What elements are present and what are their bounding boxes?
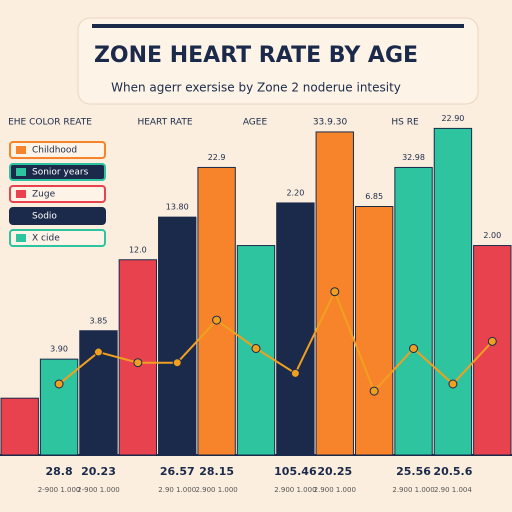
- title-accent: [92, 24, 464, 28]
- bar-annotation: 22.9: [208, 153, 226, 162]
- chart-subtitle: When agerr exersise by Zone 2 noderue in…: [111, 81, 401, 95]
- bar-annotation: 3.90: [50, 345, 68, 354]
- x-tick-label: 20.23: [81, 465, 116, 478]
- bar: [276, 202, 315, 456]
- bar: [0, 397, 39, 456]
- x-sub-label: 2.900 1.000: [314, 486, 356, 494]
- line: [58, 289, 494, 393]
- legend-color: [16, 146, 26, 154]
- x-sub-label: 2.900 1.000: [274, 486, 316, 494]
- line-point: [330, 287, 340, 297]
- x-tick-label: 26.57: [160, 465, 195, 478]
- bar: [473, 245, 512, 456]
- x-sub-label: 2.90 1.000: [158, 486, 196, 494]
- legend-swatch: [9, 163, 106, 181]
- legend-color: [16, 190, 26, 198]
- line-point: [93, 347, 103, 357]
- bar-annotation: 22.90: [441, 114, 464, 123]
- header-label: EHE COLOR REATE: [8, 118, 92, 128]
- legend-swatch: [9, 185, 106, 203]
- legend-label: Sonior years: [32, 168, 89, 178]
- line-point: [290, 368, 300, 378]
- legend-label: Zuge: [32, 190, 56, 200]
- chart-title: ZONE HEART RATE BY AGE: [94, 43, 418, 68]
- legend-label: Childhood: [32, 146, 77, 156]
- legend-swatch: [9, 229, 106, 247]
- title-panel: [77, 17, 479, 105]
- bar-annotation: 2.00: [483, 231, 501, 240]
- legend-label: Sodio: [32, 212, 57, 222]
- x-tick-label: 20.5.6: [433, 465, 472, 478]
- legend-color: [16, 168, 26, 176]
- bar-annotation: 13.80: [166, 203, 189, 212]
- legend-swatch: [9, 141, 106, 159]
- bar: [394, 166, 433, 456]
- x-sub-label: 2.900 1.000: [392, 486, 434, 494]
- line-point: [212, 315, 222, 325]
- bar-annotation: 6.85: [365, 192, 383, 201]
- bar: [354, 206, 394, 456]
- line-point: [409, 344, 419, 353]
- bar-annotation: 32.98: [402, 153, 425, 162]
- x-tick-label: 28.8: [46, 465, 73, 478]
- line-point: [251, 344, 261, 353]
- bar: [118, 259, 158, 456]
- line-point: [133, 358, 143, 368]
- bar: [197, 166, 236, 456]
- bar: [158, 216, 197, 456]
- x-sub-label: 2.90 1.004: [434, 486, 472, 494]
- x-tick-label: 25.56: [396, 465, 431, 478]
- x-tick-label: 28.15: [199, 465, 234, 478]
- bar-annotation: 3.85: [90, 316, 108, 325]
- bar: [433, 127, 473, 456]
- header-label: HS RE: [391, 118, 419, 128]
- header-label: AGEE: [243, 118, 268, 128]
- header-label: HEART RATE: [137, 118, 192, 128]
- legend-label: X cide: [32, 234, 60, 244]
- line-point: [172, 358, 182, 368]
- x-sub-label: 2-900 1.000: [77, 486, 120, 494]
- line-point: [54, 379, 64, 389]
- line-point: [448, 379, 458, 389]
- header-label: 33.9.30: [313, 118, 348, 128]
- legend-swatch: [9, 207, 106, 225]
- legend-color: [16, 234, 26, 242]
- legend-color: [16, 212, 26, 220]
- bar-annotation: 12.0: [129, 245, 147, 254]
- x-sub-label: 2-900 1.000: [38, 486, 81, 494]
- x-tick-label: 20.25: [317, 465, 352, 478]
- x-tick-label: 105.46: [274, 465, 317, 478]
- line-point: [487, 336, 497, 346]
- line-point: [369, 386, 379, 396]
- x-sub-label: 2.900 1.000: [195, 486, 237, 494]
- bar-annotation: 2.20: [286, 188, 304, 197]
